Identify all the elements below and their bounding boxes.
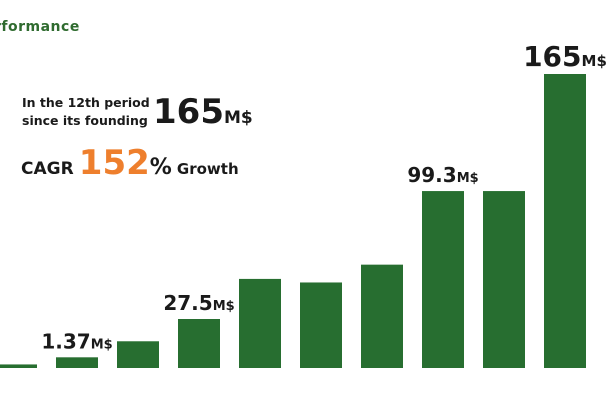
- data-label-10: 165M$: [523, 40, 607, 73]
- bar-1: [0, 364, 37, 368]
- data-label-2: 1.37M$: [41, 329, 112, 353]
- chart-title: rformance: [0, 19, 80, 35]
- data-label-4: 27.5M$: [163, 291, 234, 315]
- bar-2: [56, 357, 98, 368]
- bar-6: [300, 282, 342, 368]
- callout-line-1: In the 12th period: [22, 95, 150, 110]
- callout-unit: M$: [223, 108, 253, 128]
- bar-9: [483, 191, 525, 368]
- cagr-line: CAGR 152% Growth: [21, 143, 239, 183]
- callout-figure: 165M$: [153, 92, 253, 138]
- bar-3: [117, 341, 159, 368]
- bar-4: [178, 319, 220, 368]
- cagr-percent: %: [149, 155, 172, 180]
- data-label-8: 99.3M$: [407, 163, 478, 187]
- callout-caption: In the 12th period since its founding: [22, 94, 150, 130]
- callout-line-2: since its founding: [22, 113, 148, 128]
- callout-value: 165: [153, 92, 224, 132]
- cagr-label: CAGR: [21, 159, 74, 179]
- bar-8: [422, 191, 464, 368]
- cagr-value: 152: [78, 143, 150, 183]
- cagr-suffix: Growth: [176, 160, 239, 178]
- bar-5: [239, 278, 281, 368]
- bar-7: [361, 264, 403, 368]
- bar-10: [544, 74, 586, 368]
